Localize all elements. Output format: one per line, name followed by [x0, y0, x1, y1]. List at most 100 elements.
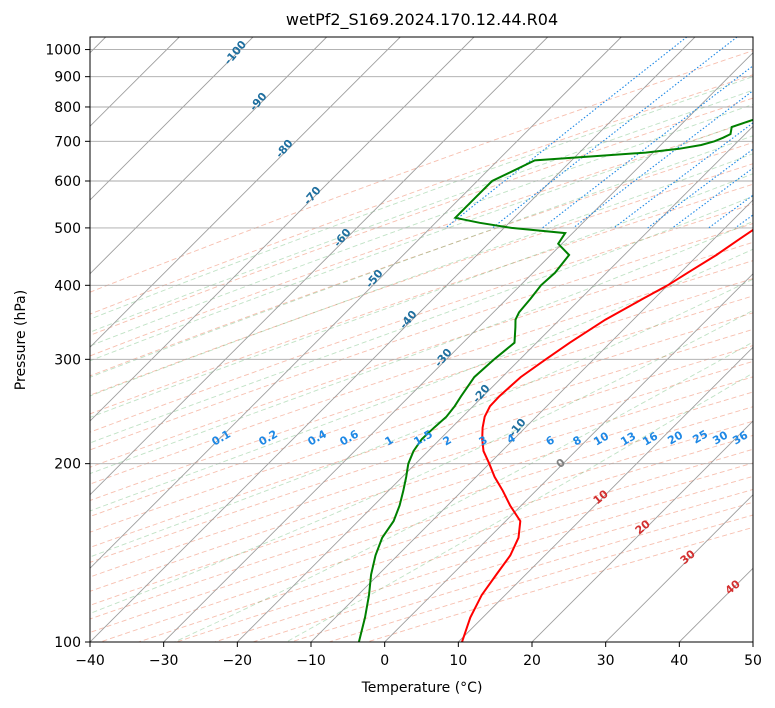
- dry-adiabat-label: -20: [470, 382, 493, 406]
- temperature-line: [461, 228, 753, 642]
- y-tick-label: 500: [54, 221, 81, 237]
- mixing-ratio-label: 0.6: [338, 427, 362, 448]
- x-tick-label: 0: [380, 653, 389, 669]
- isotherm-line: [752, 641, 753, 642]
- dry-adiabat-label: -30: [432, 346, 455, 370]
- moist-adiabat-line: [90, 278, 753, 558]
- moist-adiabat-line: [90, 220, 753, 475]
- dry-adiabat-line: [90, 328, 753, 548]
- y-tick-label: 200: [54, 457, 81, 473]
- y-tick-label: 100: [54, 635, 81, 651]
- dry-adiabat-label: -90: [247, 90, 270, 114]
- isotherm-line: [236, 125, 753, 642]
- moist-adiabat-line: [90, 153, 753, 397]
- y-axis: 1000 900 800 700 600 500 400 300 200 100: [45, 43, 90, 651]
- y-tick-label: 600: [54, 174, 81, 190]
- moist-adiabat-label: 40: [723, 577, 743, 597]
- mixing-ratio-line: [734, 214, 753, 229]
- line-labels: -100-90-80-70-60-50-40-30-20-100.1 0.2 0.4…: [210, 38, 751, 597]
- x-axis-label: Temperature (°C): [361, 680, 483, 696]
- moist-adiabat-label: 30: [678, 547, 698, 567]
- isotherm-line: [90, 37, 401, 348]
- dry-adiabat-label: -80: [273, 137, 296, 161]
- chart-title: wetPf2_S169.2024.170.12.44.R04: [286, 10, 558, 30]
- dry-adiabat-line: [90, 391, 753, 606]
- moist-adiabat-line: [90, 195, 753, 444]
- dry-adiabat-label: -70: [301, 184, 324, 208]
- dry-adiabat-line: [328, 514, 753, 642]
- isotherm-line: [384, 273, 753, 642]
- isotherm-line: [90, 37, 328, 275]
- mixing-ratio-label: 16: [640, 429, 660, 448]
- isotherm-line: [90, 37, 696, 642]
- isotherm-line: [605, 494, 753, 642]
- dry-adiabat-line: [290, 501, 753, 642]
- mixing-ratio-line: [672, 167, 753, 229]
- y-tick-label: 900: [54, 70, 81, 86]
- dry-adiabat-line: [90, 50, 753, 293]
- x-tick-label: 50: [744, 653, 762, 669]
- moist-adiabat-line: [90, 76, 753, 320]
- isotherm-line: [457, 346, 753, 642]
- mixing-ratio-label: 20: [665, 428, 685, 447]
- y-tick-label: 800: [54, 100, 81, 116]
- mixing-ratio-line: [445, 37, 688, 229]
- moist-adiabat-line: [90, 248, 753, 512]
- x-tick-label: −10: [296, 653, 326, 669]
- x-axis: −40 −30 −20 −10 0 10 20 30 40 50: [75, 642, 762, 669]
- isotherm-line: [90, 37, 622, 569]
- y-tick-label: 400: [54, 278, 81, 294]
- isotherm-line: [90, 37, 475, 422]
- dry-adiabat-line: [100, 434, 753, 642]
- dry-adiabat-line: [90, 295, 753, 518]
- x-tick-label: 40: [670, 653, 688, 669]
- dry-adiabat-line: [90, 312, 753, 533]
- dry-adiabat-line: [90, 120, 753, 357]
- plot-frame: [89, 36, 754, 643]
- dry-adiabat-line: [90, 278, 753, 501]
- dry-adiabat-line: [90, 406, 753, 620]
- y-tick-label: 1000: [45, 43, 81, 59]
- x-tick-label: −20: [223, 653, 253, 669]
- dry-adiabat-line: [90, 241, 753, 468]
- x-tick-label: 10: [449, 653, 467, 669]
- dry-adiabat-line: [90, 420, 753, 633]
- moist-adiabat-line: [90, 89, 753, 333]
- x-tick-label: −40: [75, 653, 105, 669]
- dry-adiabat-label: -60: [331, 226, 354, 250]
- moist-adiabat-line: [90, 103, 753, 347]
- isotherm-line: [90, 37, 549, 496]
- mixing-ratio-label: 25: [690, 428, 710, 447]
- dry-adiabat-line: [90, 345, 753, 563]
- mixing-ratio-label: 30: [710, 428, 730, 447]
- background-lines: [90, 37, 753, 642]
- dry-adiabat-line: [90, 260, 753, 485]
- mixing-ratio-label: 2: [441, 433, 454, 448]
- moist-adiabat-line: [90, 135, 753, 378]
- dry-adiabat-line: [90, 223, 753, 451]
- y-axis-label: Pressure (hPa): [13, 290, 29, 390]
- y-tick-label: 700: [54, 134, 81, 150]
- dry-adiabat-line: [90, 142, 753, 377]
- y-tick-label: 300: [54, 352, 81, 368]
- dry-adiabat-line: [90, 97, 753, 336]
- mixing-ratio-line: [708, 194, 753, 229]
- dry-adiabat-line: [90, 183, 753, 415]
- mixing-ratio-label: 6: [544, 433, 557, 448]
- moist-adiabat-line: [90, 118, 753, 362]
- mixing-ratio-label: 3: [477, 433, 490, 448]
- x-tick-label: 20: [523, 653, 541, 669]
- moist-adiabat-label: 0: [554, 456, 568, 471]
- mixing-ratio-label: 13: [618, 430, 638, 449]
- dewpoint-line: [357, 118, 753, 642]
- dry-adiabat-line: [90, 203, 753, 433]
- mixing-ratio-label: 0.2: [257, 427, 280, 448]
- moist-adiabat-line: [90, 173, 753, 418]
- isotherm-line: [310, 199, 753, 642]
- moist-adiabat-line: [174, 341, 753, 642]
- mixing-ratio-label: 36: [730, 428, 750, 447]
- isotherm-line: [531, 420, 753, 642]
- mixing-ratio-line: [613, 122, 753, 229]
- isotherm-line: [678, 567, 753, 642]
